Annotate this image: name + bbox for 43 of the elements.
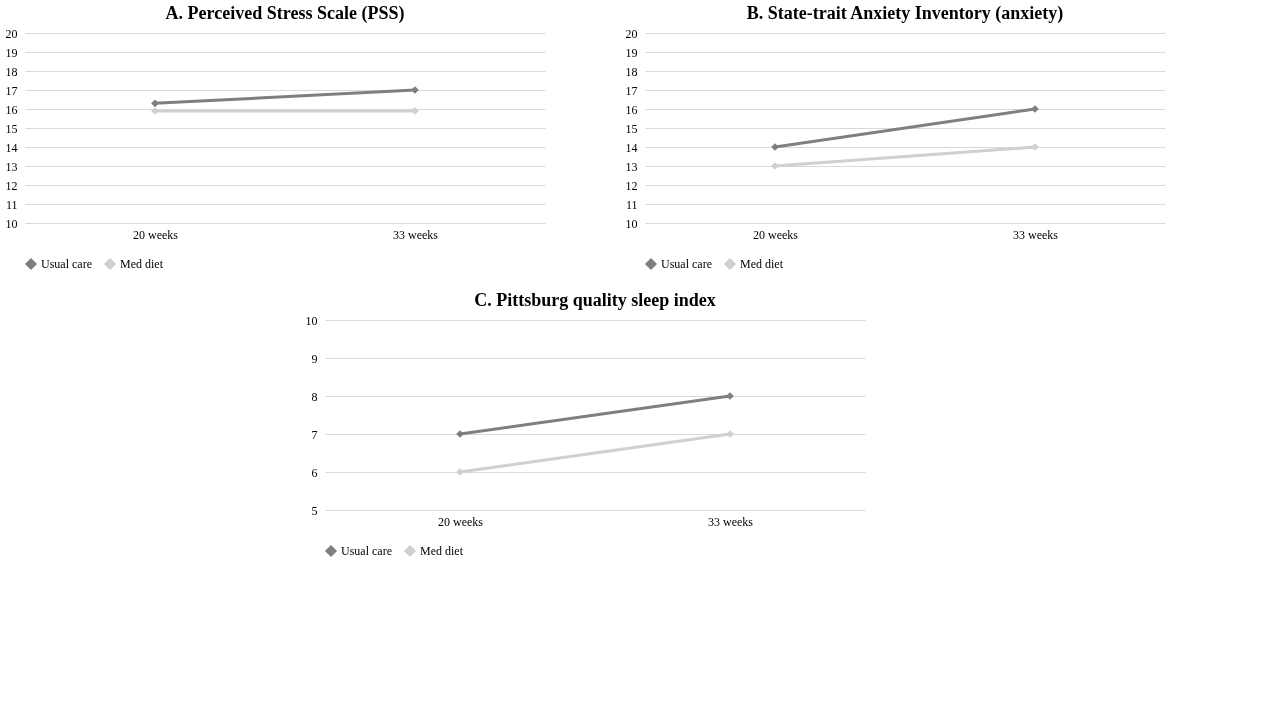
y-tick-label: 18 (5, 64, 18, 79)
legend-label: Usual care (41, 257, 92, 271)
x-tick-label: 20 weeks (753, 227, 799, 242)
legend-label: Med diet (740, 257, 784, 271)
y-tick-label: 11 (5, 197, 18, 212)
y-tick-label: 14 (5, 140, 18, 155)
y-tick-label: 20 (625, 26, 638, 41)
y-tick-label: 8 (311, 389, 318, 404)
y-tick-label: 7 (311, 427, 318, 442)
y-tick-label: 12 (625, 178, 638, 193)
x-tick-label: 20 weeks (438, 514, 484, 529)
y-tick-label: 10 (5, 216, 18, 231)
x-tick-label: 33 weeks (1013, 227, 1059, 242)
y-tick-label: 16 (625, 102, 638, 117)
y-tick-label: 13 (5, 159, 18, 174)
legend-label: Med diet (420, 544, 464, 558)
x-tick-label: 33 weeks (393, 227, 439, 242)
chart-title: A. Perceived Stress Scale (PSS) (165, 3, 405, 24)
y-tick-label: 14 (625, 140, 638, 155)
legend-label: Usual care (661, 257, 712, 271)
y-tick-label: 10 (305, 313, 318, 328)
chart-title: B. State-trait Anxiety Inventory (anxiety) (746, 3, 1064, 24)
y-tick-label: 19 (5, 45, 18, 60)
y-tick-label: 20 (5, 26, 18, 41)
y-tick-label: 16 (5, 102, 18, 117)
y-tick-label: 10 (625, 216, 638, 231)
legend-label: Med diet (120, 257, 164, 271)
y-tick-label: 18 (625, 64, 638, 79)
y-tick-label: 5 (311, 503, 318, 518)
y-tick-label: 13 (625, 159, 638, 174)
y-tick-label: 17 (5, 83, 18, 98)
x-tick-label: 33 weeks (708, 514, 754, 529)
y-tick-label: 15 (5, 121, 18, 136)
y-tick-label: 15 (625, 121, 638, 136)
legend-label: Usual care (341, 544, 392, 558)
y-tick-label: 19 (625, 45, 638, 60)
y-tick-label: 12 (5, 178, 18, 193)
y-tick-label: 6 (311, 465, 318, 480)
y-tick-label: 17 (625, 83, 638, 98)
chart-title: C. Pittsburg quality sleep index (474, 290, 716, 310)
x-tick-label: 20 weeks (133, 227, 179, 242)
y-tick-label: 11 (625, 197, 638, 212)
y-tick-label: 9 (311, 351, 318, 366)
